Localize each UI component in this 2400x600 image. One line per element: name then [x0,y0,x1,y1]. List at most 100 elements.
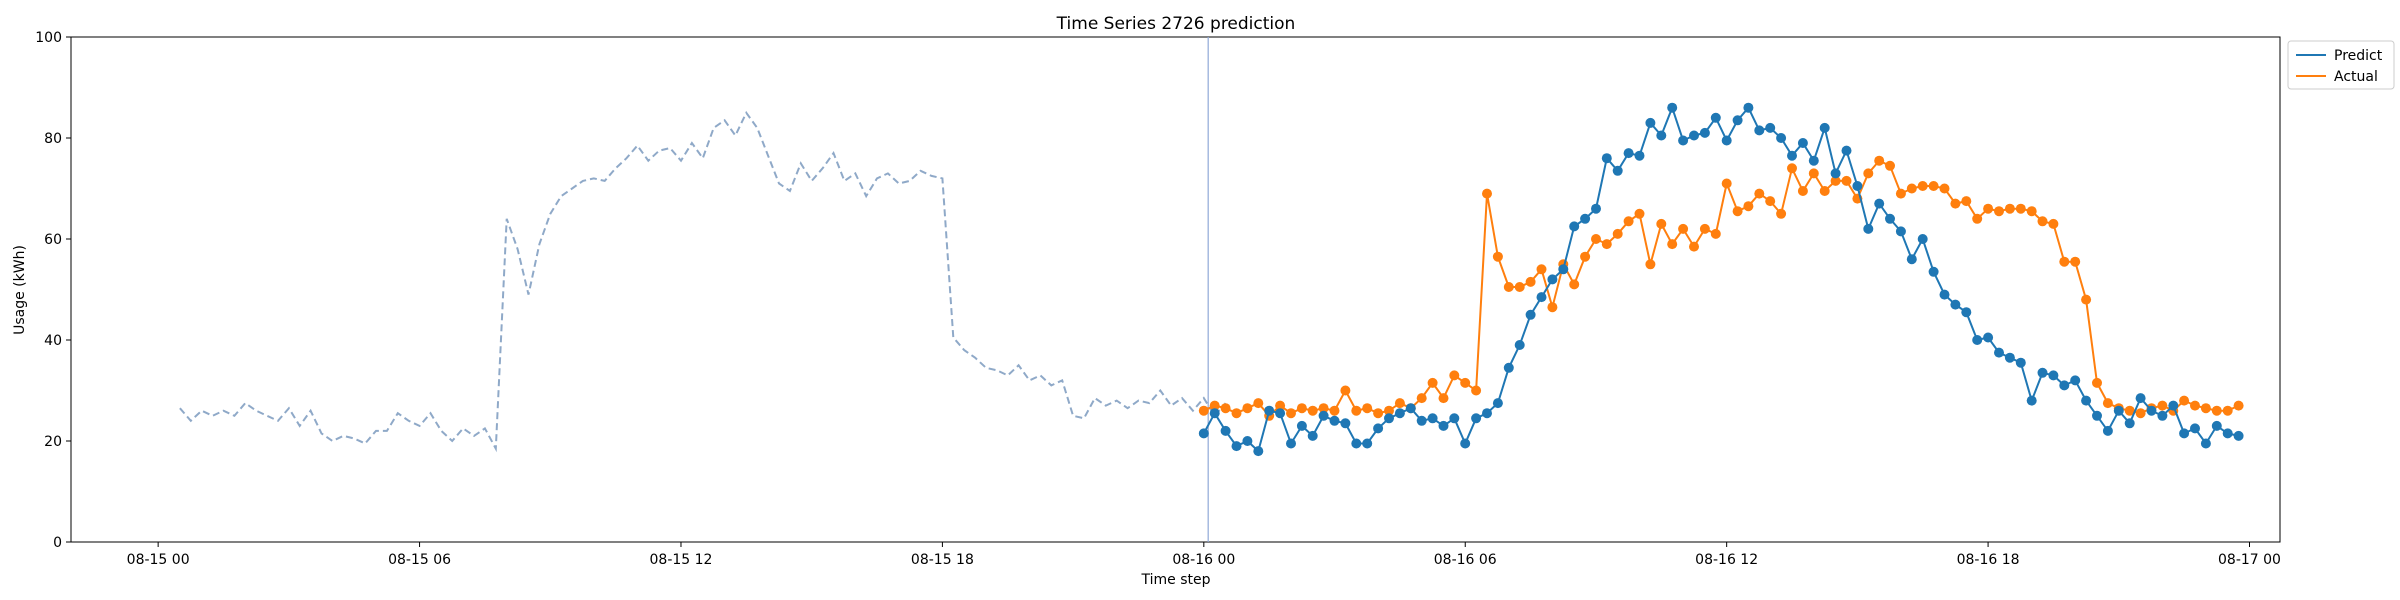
predict-point [1841,145,1852,156]
predict-point [1710,112,1721,123]
actual-point [1928,181,1939,191]
actual-point [1438,393,1449,404]
actual-point [1732,206,1743,217]
actual-point [1242,403,1253,414]
actual-point [1307,405,1318,416]
predict-point [1972,335,1983,345]
actual-point [2015,203,2026,214]
actual-point [2179,395,2190,406]
predict-point [1536,292,1547,303]
predict-point [1231,441,1242,452]
predict-point [2048,370,2059,381]
history-line [179,110,1227,453]
actual-point [1384,405,1394,416]
predict-point [1340,418,1351,429]
predict-point [1863,223,1874,234]
actual-point [1939,183,1950,194]
actual-point [1253,398,1264,409]
actual-point [2135,408,2146,419]
actual-point [1329,405,1340,416]
predict-point [1307,430,1318,441]
predict-point [1569,221,1580,232]
actual-point [1525,276,1536,287]
predict-point [1198,428,1209,439]
actual-point [2102,398,2113,409]
predict-point [1438,420,1449,431]
predict-point [1601,153,1612,164]
x-tick-label: 08-15 06 [388,552,451,568]
predict-point [1819,122,1830,133]
actual-point [1819,186,1830,196]
predict-point [2092,410,2102,421]
y-tick-label: 100 [35,30,62,46]
predict-point [1776,133,1787,143]
actual-point [1394,398,1405,409]
predict-point [2037,367,2048,378]
actual-point [1340,385,1351,396]
actual-point [1198,405,1209,416]
predict-point [1362,438,1373,449]
actual-point [1961,196,1972,207]
predict-point [1373,423,1384,434]
predict-point [1754,125,1765,136]
actual-point [1514,282,1525,292]
actual-point [1678,223,1689,234]
y-tick-label: 0 [53,535,62,551]
actual-point [1895,188,1906,199]
predict-point [2015,357,2026,368]
actual-point [1841,175,1852,186]
predict-point [1394,408,1405,419]
predict-point [2059,380,2070,391]
actual-point [1536,264,1547,275]
predict-point [1351,438,1362,449]
actual-point [1874,155,1885,166]
actual-point [1318,403,1329,414]
actual-point [2037,216,2048,227]
predict-point [2004,352,2015,363]
predict-point [1656,130,1667,141]
predict-point [1525,309,1536,320]
predict-point [2146,405,2157,416]
actual-point [1362,403,1373,414]
predict-point [1667,102,1678,113]
actual-point [2200,403,2211,414]
actual-point [1689,241,1699,252]
predict-point [2102,425,2113,436]
predict-series [1198,102,2244,457]
actual-point [1743,201,1754,212]
chart-title: Time Series 2726 prediction [1056,14,1296,34]
actual-point [1416,393,1427,404]
predict-point [2222,428,2233,439]
predict-point [1885,213,1895,224]
actual-point [1547,302,1558,313]
actual-point [1863,168,1874,179]
actual-point [1449,370,1460,381]
actual-point [1296,403,1307,414]
predict-point [1318,410,1329,421]
predict-point [1492,398,1503,409]
predict-point [2124,418,2135,429]
predict-point [1732,115,1743,126]
actual-point [1351,405,1362,416]
predict-point [1689,130,1699,141]
actual-point [1787,163,1797,174]
predict-point [1808,155,1819,166]
actual-point [2124,405,2135,416]
actual-point [1885,160,1895,171]
predict-point [1699,127,1710,138]
actual-point [1580,251,1591,262]
y-tick-label: 80 [44,131,62,147]
predict-point [2190,423,2200,434]
history-series [179,110,1227,453]
actual-point [1231,408,1242,419]
actual-point [1917,181,1928,191]
actual-point [1983,203,1994,214]
predict-point [1874,198,1885,209]
predict-point [1678,135,1689,146]
x-axis: 08-15 00 08-15 06 08-15 12 08-15 18 08-16 00… [127,542,2281,568]
actual-point [1667,239,1678,250]
actual-point [1492,251,1503,262]
predict-point [1503,362,1514,373]
actual-point [2092,377,2102,388]
predict-point [1645,117,1656,128]
